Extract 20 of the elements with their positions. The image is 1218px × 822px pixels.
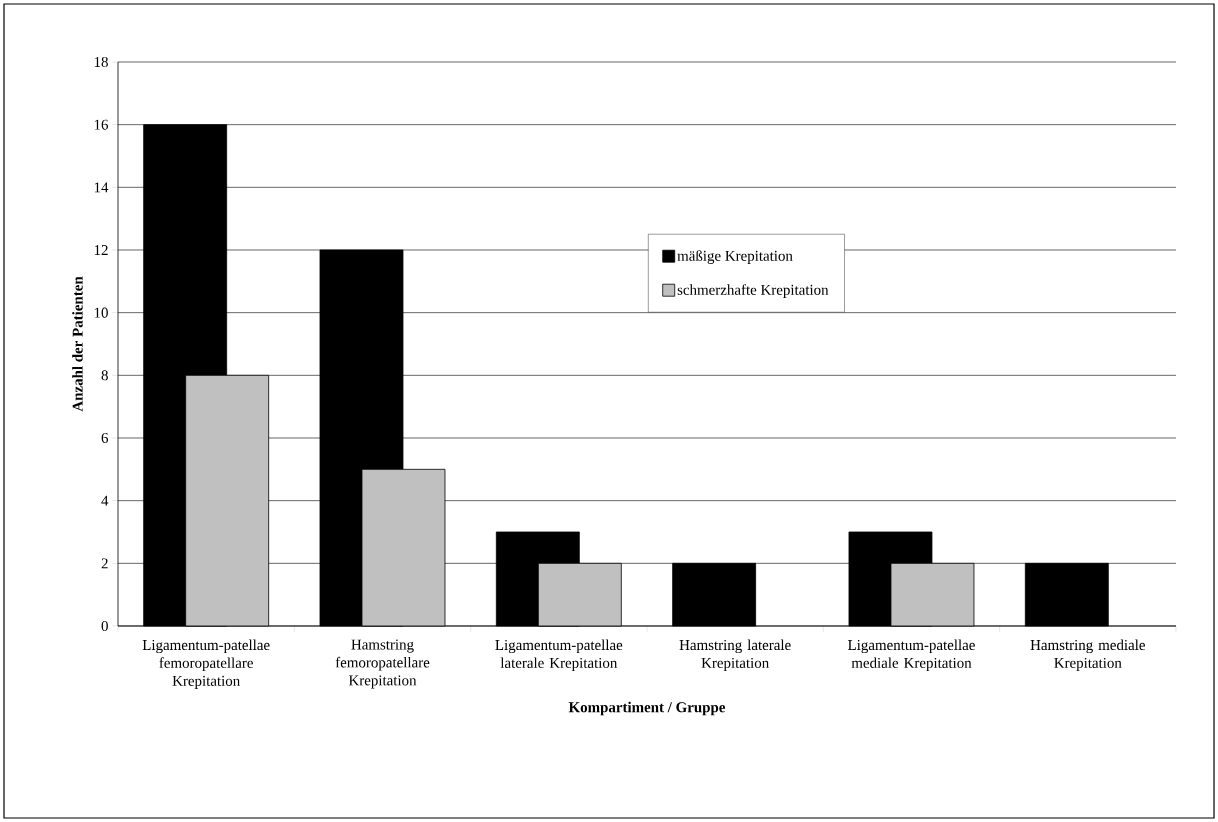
x-axis-title: Kompartiment / Gruppe [568, 701, 726, 716]
y-tick-label: 0 [101, 620, 108, 632]
legend-label: schmerzhafte Krepitation [677, 284, 829, 298]
y-axis-title: Anzahl der Patienten [72, 276, 83, 412]
x-tick-label: Ligamentum-patellae laterale Krepitation [495, 639, 623, 672]
y-tick-label: 6 [101, 432, 109, 444]
y-tick-label: 16 [94, 119, 109, 130]
y-tick-label: 14 [94, 182, 109, 193]
x-tick-label: Hamstring mediale Krepitation [1030, 639, 1145, 672]
y-tick-label: 12 [94, 245, 108, 255]
y-tick-label: 2 [101, 558, 108, 569]
y-tick-label: 10 [94, 307, 108, 318]
y-tick-label: 4 [101, 495, 109, 506]
x-tick-label: Hamstring laterale Krepitation [679, 639, 791, 672]
x-tick-label: Hamstring femoropatellare Krepitation [335, 639, 430, 689]
y-tick-label: 8 [101, 370, 108, 381]
y-tick-label: 18 [94, 56, 108, 68]
x-tick-label: Ligamentum-patellae mediale Krepitation [848, 639, 975, 672]
x-tick-label: Ligamentum-patellae femoropatellare Krepitation [142, 639, 270, 689]
legend-label: mäßige Krepitation [677, 250, 793, 264]
